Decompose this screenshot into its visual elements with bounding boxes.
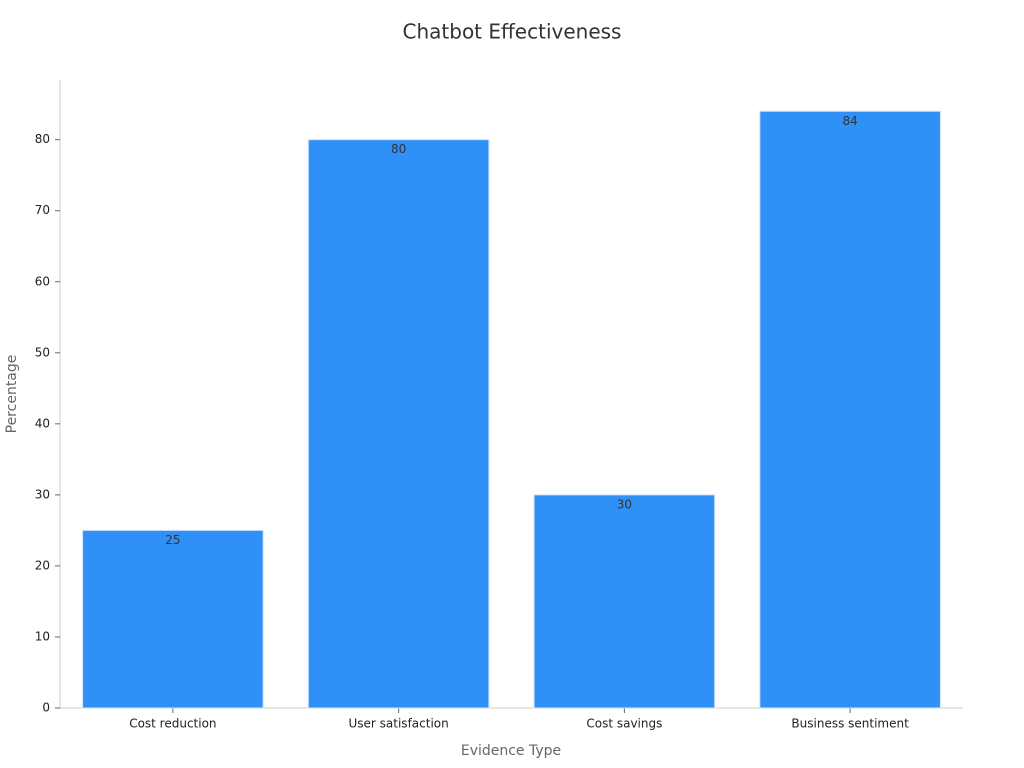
data-label: 80 (391, 142, 406, 156)
y-tick-label: 50 (35, 345, 50, 359)
y-axis-label: Percentage (4, 355, 20, 434)
bar (759, 110, 941, 709)
x-tick-label: User satisfaction (349, 717, 449, 731)
x-tick-label: Business sentiment (791, 717, 909, 731)
bar (82, 529, 264, 709)
y-tick-label: 70 (35, 203, 50, 217)
x-tick-label: Cost reduction (129, 717, 216, 731)
data-label: 30 (617, 497, 632, 511)
y-tick-label: 40 (35, 416, 50, 430)
y-tick-label: 30 (35, 487, 50, 501)
bar (533, 494, 716, 709)
x-axis-label: Evidence Type (461, 743, 561, 759)
x-tick-label: Cost savings (586, 717, 662, 731)
y-tick-label: 60 (35, 274, 50, 288)
data-label: 25 (165, 533, 180, 547)
y-tick-label: 80 (35, 132, 50, 146)
chart-title: Chatbot Effectiveness (403, 20, 622, 44)
y-tick-label: 10 (35, 629, 50, 643)
bar (307, 139, 490, 709)
data-label: 84 (842, 114, 857, 128)
y-tick-label: 0 (42, 701, 50, 715)
y-tick-label: 20 (35, 558, 50, 572)
